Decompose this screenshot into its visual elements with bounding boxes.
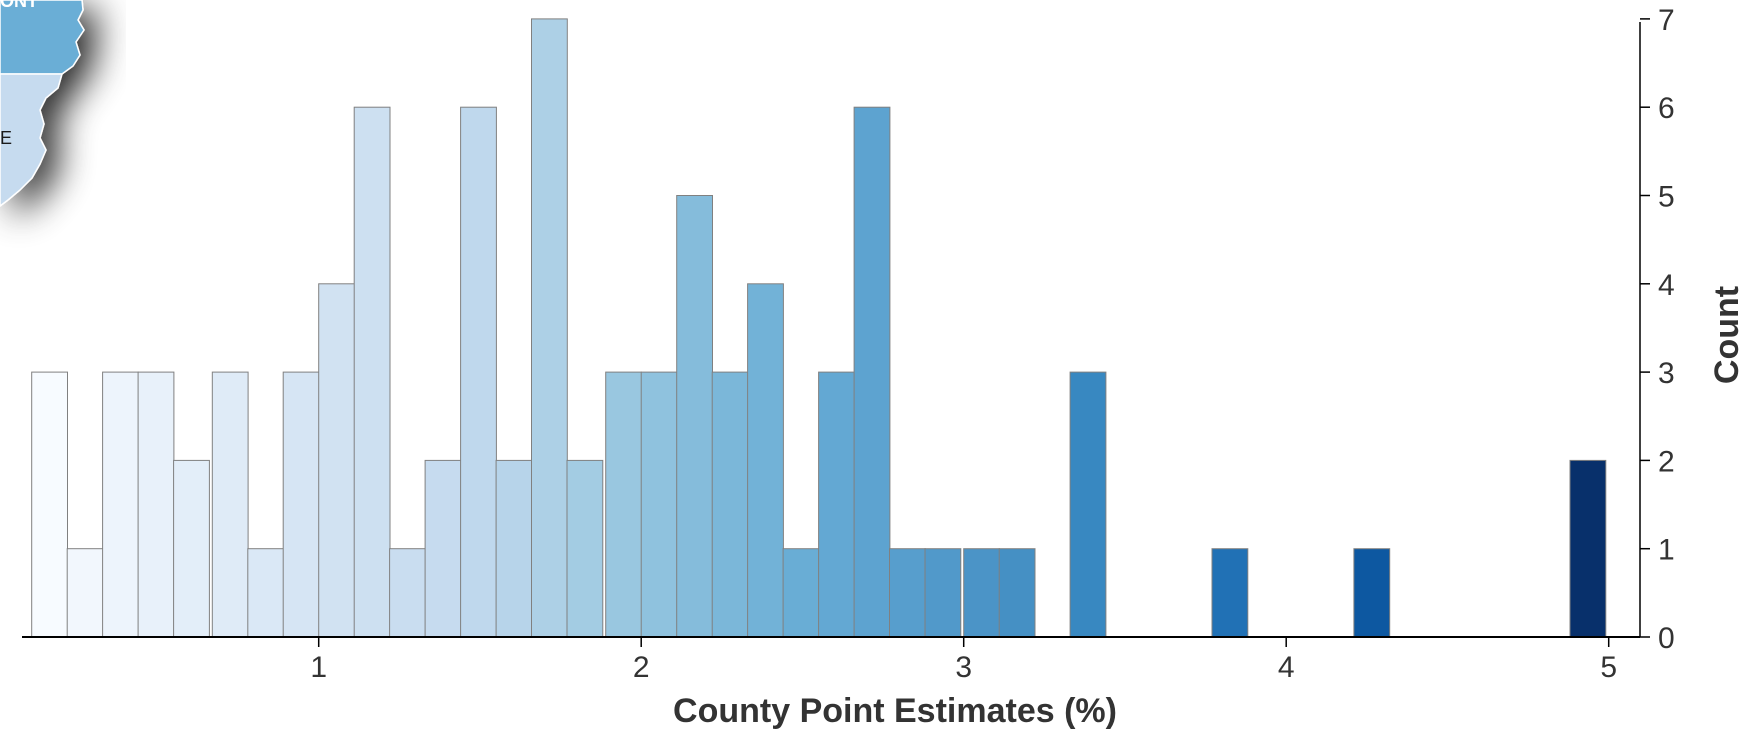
histogram-bar: [424, 459, 462, 638]
x-axis-ticks: 1 2 3 4 5: [310, 637, 1617, 684]
map-region-top: [0, 0, 85, 75]
x-tick-label: 1: [310, 651, 327, 684]
histogram-bar: [853, 106, 891, 638]
histogram-bar: [566, 459, 604, 638]
map-fragment: [0, 0, 85, 207]
x-tick-label: 4: [1278, 651, 1295, 684]
histogram-bar: [137, 371, 175, 638]
histogram-bar: [818, 371, 855, 638]
y-tick-label: 5: [1658, 181, 1675, 214]
x-tick-label: 5: [1600, 651, 1617, 684]
histogram-bar: [531, 18, 568, 638]
histogram-bar: [495, 459, 533, 638]
histogram-bars: [31, 18, 1607, 638]
histogram-bar: [353, 106, 391, 638]
histogram-bar: [963, 548, 1001, 638]
y-tick-label: 7: [1658, 4, 1675, 37]
histogram-bar: [676, 195, 714, 638]
histogram-bar: [1069, 371, 1107, 638]
y-tick-label: 3: [1658, 357, 1675, 390]
histogram-bar: [782, 548, 820, 638]
histogram-bar: [66, 548, 104, 638]
histogram-bar: [1353, 548, 1391, 638]
histogram-bar: [460, 106, 497, 638]
x-tick-label: 2: [633, 651, 650, 684]
histogram-bar: [31, 371, 68, 638]
y-tick-label: 0: [1658, 622, 1675, 655]
y-tick-label: 1: [1658, 534, 1675, 567]
map-label-mid: E: [0, 128, 12, 148]
histogram-bar: [747, 283, 784, 638]
histogram-bar: [1569, 459, 1607, 638]
y-tick-label: 6: [1658, 92, 1675, 125]
histogram-bar: [998, 548, 1036, 638]
map-label-top: ONT: [0, 0, 38, 11]
histogram-bar: [1211, 548, 1249, 638]
histogram-bar: [318, 283, 356, 638]
histogram-bar: [211, 371, 249, 638]
map-region-bottom: [0, 73, 63, 207]
histogram-bar: [247, 548, 285, 638]
histogram-bar: [282, 371, 320, 638]
histogram-bar: [640, 371, 678, 638]
y-tick-label: 2: [1658, 445, 1675, 478]
histogram-bar: [924, 548, 962, 638]
x-axis-title: County Point Estimates (%): [673, 692, 1117, 729]
x-tick-label: 3: [955, 651, 972, 684]
histogram-bar: [173, 459, 210, 638]
histogram-bar: [605, 371, 643, 638]
y-axis-title: Count: [1708, 286, 1746, 384]
y-axis-ticks: 0 1 2 3 4 5 6 7: [1640, 4, 1675, 655]
y-tick-label: 4: [1658, 269, 1675, 302]
histogram-bar: [102, 371, 139, 638]
histogram-bar: [889, 548, 926, 638]
histogram-bar: [389, 548, 426, 638]
histogram-bar: [711, 371, 749, 638]
